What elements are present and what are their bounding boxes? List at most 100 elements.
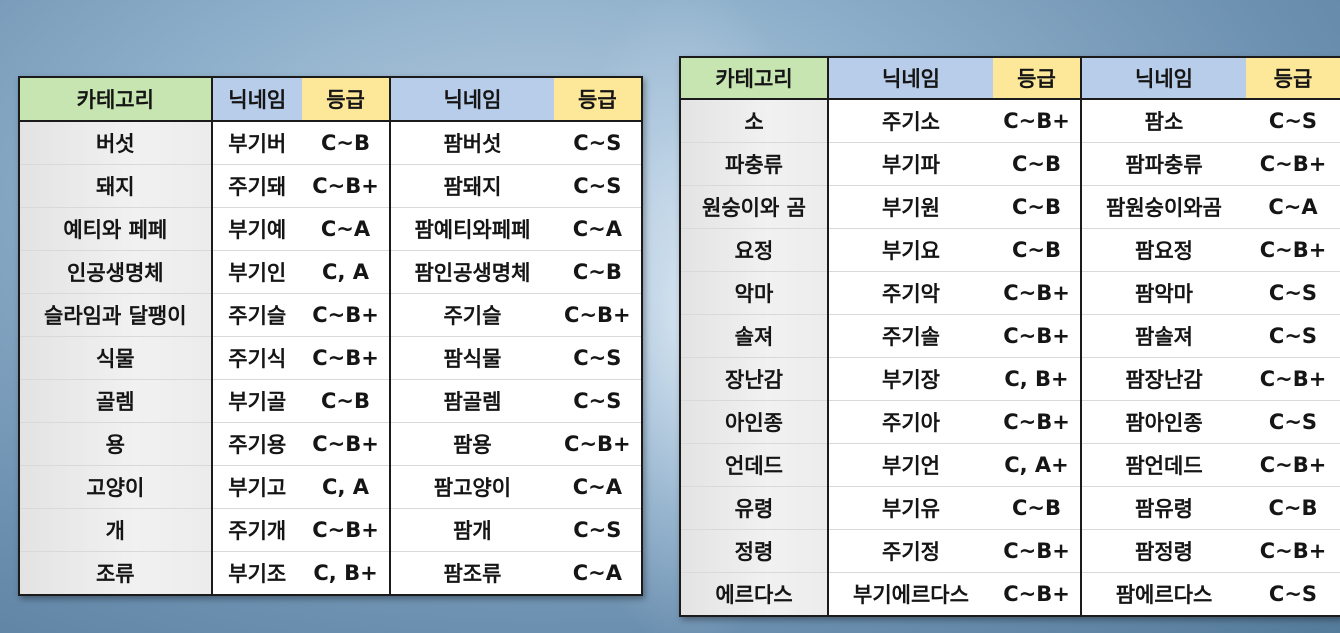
grade-cell: C~B+: [993, 99, 1082, 143]
nickname-cell: 부기요: [828, 228, 993, 272]
grade-cell: C~B+: [993, 314, 1082, 358]
grade-cell: C~S: [1246, 99, 1340, 143]
grade-cell: C~B: [301, 379, 392, 423]
grade-cell: C~A: [1246, 185, 1340, 229]
table-row: 소 주기소 C~B+ 팜소 C~S: [680, 99, 1340, 143]
header-nickname: 닉네임: [828, 57, 993, 100]
grade-cell: C~B+: [301, 336, 392, 380]
category-cell: 에르다스: [680, 572, 829, 617]
table-row: 골렘 부기골 C~B 팜골렘 C~S: [19, 379, 642, 423]
nickname-cell: 팜요정: [1081, 228, 1246, 272]
table-row: 장난감 부기장 C, B+ 팜장난감 C~B+: [680, 357, 1340, 401]
grade-cell: C~S: [553, 379, 642, 423]
grade-cell: C~B: [993, 185, 1082, 229]
grade-cell: C~B+: [301, 293, 392, 337]
nickname-cell: 팜아인종: [1081, 400, 1246, 444]
grade-table-left: 카테고리 닉네임 등급 닉네임 등급 버섯 부기버 C~B 팜버섯 C~S 돼지 주기돼 C~…: [18, 76, 643, 596]
category-cell: 인공생명체: [19, 250, 213, 294]
nickname-cell: 부기버: [211, 121, 302, 165]
nickname-cell: 팜소: [1081, 99, 1246, 143]
nickname-cell: 부기파: [828, 142, 993, 186]
grade-cell: C, A: [301, 465, 392, 509]
grade-cell: C~B: [993, 486, 1082, 530]
category-cell: 아인종: [680, 400, 829, 444]
grade-cell: C~B+: [1246, 443, 1340, 487]
table-row: 악마 주기악 C~B+ 팜악마 C~S: [680, 271, 1340, 315]
nickname-cell: 팜돼지: [390, 164, 554, 208]
nickname-cell: 주기식: [211, 336, 302, 380]
grade-cell: C~S: [1246, 314, 1340, 358]
nickname-cell: 부기골: [211, 379, 302, 423]
grade-cell: C~B+: [553, 422, 642, 466]
grade-cell: C~S: [553, 508, 642, 552]
nickname-cell: 주기아: [828, 400, 993, 444]
grade-cell: C~B+: [1246, 529, 1340, 573]
nickname-cell: 팜파충류: [1081, 142, 1246, 186]
table-row: 에르다스 부기에르다스 C~B+ 팜에르다스 C~S: [680, 572, 1340, 617]
grade-cell: C, B+: [993, 357, 1082, 401]
category-cell: 골렘: [19, 379, 213, 423]
grade-cell: C~B+: [993, 400, 1082, 444]
table-row: 버섯 부기버 C~B 팜버섯 C~S: [19, 121, 642, 165]
nickname-cell: 팜용: [390, 422, 554, 466]
table-row: 파충류 부기파 C~B 팜파충류 C~B+: [680, 142, 1340, 186]
grade-cell: C, B+: [301, 551, 392, 596]
category-cell: 정령: [680, 529, 829, 573]
grade-cell: C~A: [553, 207, 642, 251]
header-grade: 등급: [1246, 57, 1340, 100]
nickname-cell: 부기인: [211, 250, 302, 294]
nickname-cell: 팜장난감: [1081, 357, 1246, 401]
grade-cell: C~S: [1246, 271, 1340, 315]
grade-cell: C~S: [553, 336, 642, 380]
table-row: 언데드 부기언 C, A+ 팜언데드 C~B+: [680, 443, 1340, 487]
table-row: 아인종 주기아 C~B+ 팜아인종 C~S: [680, 400, 1340, 444]
grade-cell: C, A: [301, 250, 392, 294]
category-cell: 개: [19, 508, 213, 552]
category-cell: 예티와 페페: [19, 207, 213, 251]
nickname-cell: 팜에르다스: [1081, 572, 1246, 617]
table-header-row: 카테고리 닉네임 등급 닉네임 등급: [680, 57, 1340, 100]
grade-cell: C~B: [301, 121, 392, 165]
nickname-cell: 팜언데드: [1081, 443, 1246, 487]
table-row: 조류 부기조 C, B+ 팜조류 C~A: [19, 551, 642, 596]
grade-cell: C~B: [993, 228, 1082, 272]
nickname-cell: 주기용: [211, 422, 302, 466]
nickname-cell: 팜조류: [390, 551, 554, 596]
nickname-cell: 부기장: [828, 357, 993, 401]
nickname-cell: 팜솔져: [1081, 314, 1246, 358]
table-row: 예티와 페페 부기예 C~A 팜예티와페페 C~A: [19, 207, 642, 251]
header-grade: 등급: [301, 77, 392, 122]
table-row: 식물 주기식 C~B+ 팜식물 C~S: [19, 336, 642, 380]
grade-cell: C~S: [553, 121, 642, 165]
nickname-cell: 부기예: [211, 207, 302, 251]
table-row: 개 주기개 C~B+ 팜개 C~S: [19, 508, 642, 552]
category-cell: 식물: [19, 336, 213, 380]
category-cell: 악마: [680, 271, 829, 315]
grade-cell: C~B+: [301, 164, 392, 208]
nickname-cell: 부기유: [828, 486, 993, 530]
category-cell: 유령: [680, 486, 829, 530]
header-category: 카테고리: [680, 57, 829, 100]
grade-cell: C, A+: [993, 443, 1082, 487]
nickname-cell: 주기정: [828, 529, 993, 573]
header-grade: 등급: [993, 57, 1082, 100]
category-cell: 고양이: [19, 465, 213, 509]
nickname-cell: 부기에르다스: [828, 572, 993, 617]
table-row: 원숭이와 곰 부기원 C~B 팜원숭이와곰 C~A: [680, 185, 1340, 229]
category-cell: 소: [680, 99, 829, 143]
nickname-cell: 주기악: [828, 271, 993, 315]
nickname-cell: 팜악마: [1081, 271, 1246, 315]
nickname-cell: 팜원숭이와곰: [1081, 185, 1246, 229]
table-row: 고양이 부기고 C, A 팜고양이 C~A: [19, 465, 642, 509]
grade-cell: C~S: [553, 164, 642, 208]
nickname-cell: 부기조: [211, 551, 302, 596]
nickname-cell: 팜개: [390, 508, 554, 552]
grade-cell: C~B+: [993, 529, 1082, 573]
nickname-cell: 주기소: [828, 99, 993, 143]
grade-cell: C~S: [1246, 572, 1340, 617]
header-nickname: 닉네임: [1081, 57, 1246, 100]
nickname-cell: 팜유령: [1081, 486, 1246, 530]
grade-table-right: 카테고리 닉네임 등급 닉네임 등급 소 주기소 C~B+ 팜소 C~S 파충류 부기파 C~…: [679, 56, 1340, 617]
category-cell: 슬라임과 달팽이: [19, 293, 213, 337]
grade-cell: C~B+: [1246, 228, 1340, 272]
